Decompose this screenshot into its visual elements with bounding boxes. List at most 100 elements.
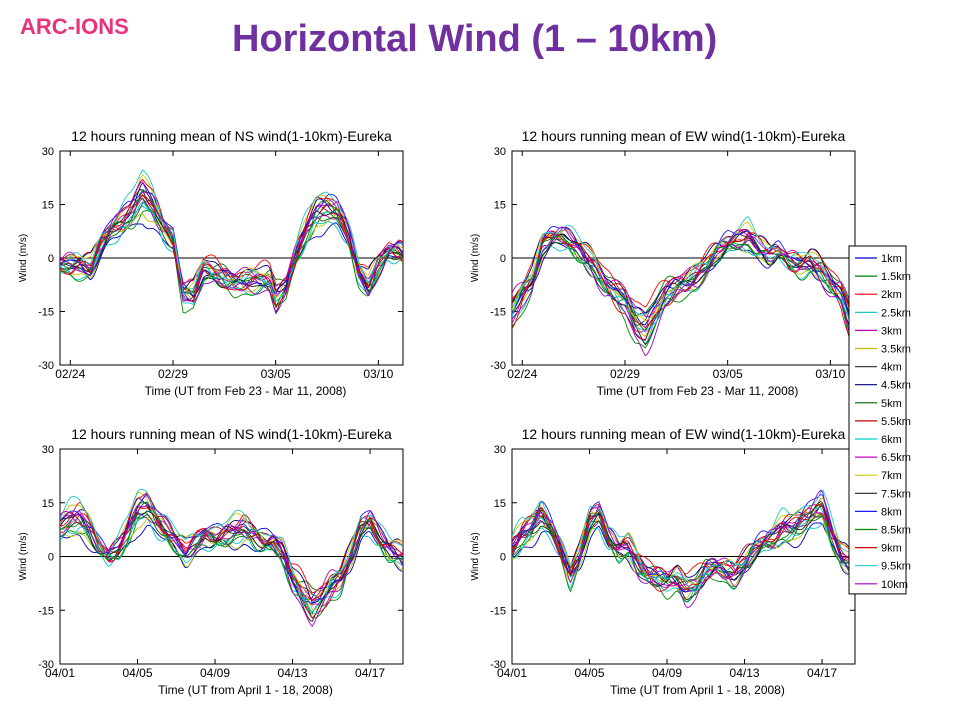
x-tick-label: 03/05 xyxy=(713,367,743,381)
legend: 1km 1.5km 2km 2.5km 3km 3.5km 4km 4.5km 5km 5.5km… xyxy=(848,245,911,595)
x-tick-label: 04/17 xyxy=(807,666,837,680)
slide-title: Horizontal Wind (1 – 10km) xyxy=(232,18,718,60)
series-group xyxy=(512,489,855,609)
x-tick-label: 04/17 xyxy=(355,666,385,680)
legend-label: 4.5km xyxy=(881,380,911,392)
chart-panel-1: 12 hours running mean of NS wind(1-10km)… xyxy=(18,128,404,398)
series-line-8.5km xyxy=(512,235,855,365)
series-group xyxy=(60,489,403,627)
x-tick-label: 04/09 xyxy=(652,666,682,680)
series-line-8km xyxy=(512,225,855,342)
series-line-9km xyxy=(512,230,855,352)
y-tick-label: 0 xyxy=(500,552,506,564)
series-line-3km xyxy=(512,229,855,321)
y-axis-label: Wind (m/s) xyxy=(18,234,29,282)
series-line-9.5km xyxy=(60,489,403,615)
x-axis-label: Time (UT from Feb 23 - Mar 11, 2008) xyxy=(145,384,347,398)
legend-label: 8km xyxy=(881,506,902,518)
chart-panel-2: 12 hours running mean of EW wind(1-10km)… xyxy=(470,128,856,398)
y-tick-label: 15 xyxy=(494,200,506,212)
y-tick-label: 0 xyxy=(500,253,506,265)
series-line-7.5km xyxy=(512,500,855,601)
x-axis-label: Time (UT from April 1 - 18, 2008) xyxy=(158,683,333,697)
y-tick-label: 0 xyxy=(48,552,54,564)
legend-label: 6km xyxy=(881,434,902,446)
y-tick-label: -15 xyxy=(38,307,54,319)
series-line-2km xyxy=(60,194,403,286)
y-tick-label: -15 xyxy=(490,307,506,319)
y-axis-label: Wind (m/s) xyxy=(470,532,481,580)
legend-label: 3.5km xyxy=(881,344,911,356)
series-line-7km xyxy=(60,174,403,297)
legend-label: 6.5km xyxy=(881,452,911,464)
series-line-8.5km xyxy=(60,188,403,314)
legend-label: 7.5km xyxy=(881,488,911,500)
series-group xyxy=(512,215,855,365)
legend-label: 8.5km xyxy=(881,525,911,537)
x-tick-label: 02/24 xyxy=(55,367,85,381)
x-tick-label: 03/10 xyxy=(363,367,393,381)
series-line-10km xyxy=(512,489,855,609)
y-tick-label: 30 xyxy=(494,146,506,158)
series-line-7.5km xyxy=(512,233,855,346)
series-line-9km xyxy=(512,503,855,592)
y-tick-label: 15 xyxy=(494,498,506,510)
chart-panel-4: 12 hours running mean of EW wind(1-10km)… xyxy=(470,426,856,697)
y-tick-label: 30 xyxy=(42,444,54,456)
y-tick-label: 15 xyxy=(42,200,54,212)
series-line-6km xyxy=(512,234,855,351)
arc-ions-logo: ARC-IONS xyxy=(20,14,129,39)
legend-label: 2.5km xyxy=(881,307,911,319)
x-tick-label: 04/09 xyxy=(200,666,230,680)
series-line-2km xyxy=(512,233,855,321)
y-tick-label: -30 xyxy=(490,360,506,372)
legend-label: 3km xyxy=(881,325,902,337)
x-tick-label: 02/29 xyxy=(158,367,188,381)
series-line-5km xyxy=(512,235,855,332)
legend-label: 5.5km xyxy=(881,416,911,428)
legend-label: 1km xyxy=(881,253,902,265)
legend-label: 9.5km xyxy=(881,561,911,573)
legend-label: 1.5km xyxy=(881,271,911,283)
chart-title: 12 hours running mean of EW wind(1-10km)… xyxy=(522,128,846,144)
x-tick-label: 02/24 xyxy=(507,367,537,381)
series-line-10km xyxy=(60,504,403,627)
series-line-9km xyxy=(60,178,403,309)
series-line-10km xyxy=(512,226,855,358)
series-line-7.5km xyxy=(60,189,403,314)
chart-title: 12 hours running mean of NS wind(1-10km)… xyxy=(71,426,392,442)
series-line-7km xyxy=(512,221,855,338)
y-tick-label: 30 xyxy=(494,444,506,456)
series-line-8.5km xyxy=(60,501,403,619)
x-tick-label: 04/13 xyxy=(730,666,760,680)
y-tick-label: -30 xyxy=(38,360,54,372)
legend-label: 5km xyxy=(881,398,902,410)
series-group xyxy=(60,169,403,315)
series-line-8km xyxy=(512,494,855,593)
y-tick-label: 0 xyxy=(48,253,54,265)
y-tick-label: -15 xyxy=(490,605,506,617)
y-tick-label: 30 xyxy=(42,146,54,158)
series-line-9.5km xyxy=(512,215,855,344)
x-tick-label: 04/01 xyxy=(497,666,527,680)
series-line-10km xyxy=(60,181,403,315)
series-line-5.5km xyxy=(512,497,855,592)
legend-box xyxy=(848,245,907,595)
series-line-5.5km xyxy=(512,226,855,331)
y-axis-label: Wind (m/s) xyxy=(470,234,481,282)
x-tick-label: 04/05 xyxy=(122,666,152,680)
series-line-9.5km xyxy=(512,489,855,593)
legend-label: 9km xyxy=(881,543,902,555)
chart-title: 12 hours running mean of EW wind(1-10km)… xyxy=(522,426,846,442)
legend-label: 4km xyxy=(881,362,902,374)
legend-label: 10km xyxy=(881,579,908,591)
series-line-7km xyxy=(512,497,855,585)
series-line-2.5km xyxy=(60,205,403,299)
y-tick-label: 15 xyxy=(42,498,54,510)
x-tick-label: 03/10 xyxy=(815,367,845,381)
chart-panel-3: 12 hours running mean of NS wind(1-10km)… xyxy=(18,426,404,697)
series-line-8.5km xyxy=(512,503,855,603)
x-axis-label: Time (UT from April 1 - 18, 2008) xyxy=(610,683,785,697)
y-tick-label: -30 xyxy=(490,659,506,671)
